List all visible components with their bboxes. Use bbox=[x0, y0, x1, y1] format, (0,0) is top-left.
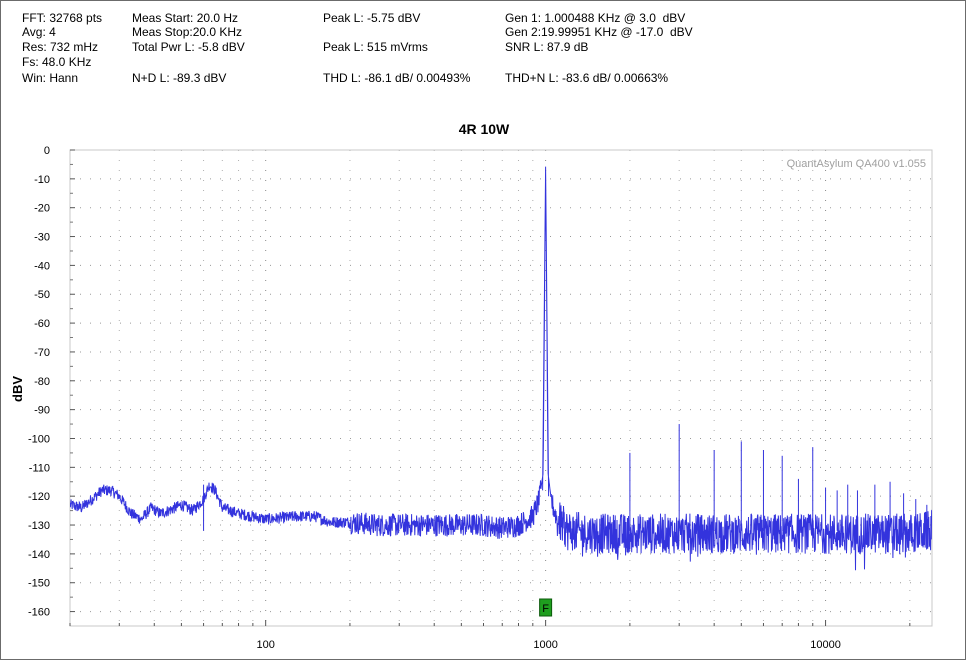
chart-title: 4R 10W bbox=[459, 121, 510, 137]
fft-size-text: FFT: 32768 pts bbox=[22, 11, 103, 25]
y-tick-label: -100 bbox=[28, 433, 50, 445]
averages-text: Avg: 4 bbox=[22, 25, 56, 39]
y-tick-label: -30 bbox=[34, 232, 50, 244]
y-tick-label: -130 bbox=[28, 520, 50, 532]
resolution-text: Res: 732 mHz bbox=[22, 40, 99, 54]
x-tick-label: 1000 bbox=[533, 639, 557, 651]
y-axis: 0 -10 -20 -30 -40 -50 -60 -70 -80 -90 -100 -110 -120… bbox=[28, 145, 75, 619]
y-tick-label: -110 bbox=[29, 462, 50, 474]
x-axis: 100 1000 10000 bbox=[69, 620, 911, 651]
noise-distortion-text: N+D L: -89.3 dBV bbox=[132, 71, 227, 85]
meas-start-text: Meas Start: 20.0 Hz bbox=[132, 11, 239, 25]
y-tick-label: -60 bbox=[34, 318, 50, 330]
harmonic-peaks bbox=[203, 424, 928, 531]
grid bbox=[69, 149, 932, 626]
frequency-marker[interactable]: F bbox=[539, 598, 553, 617]
measurement-info-panel: FFT: 32768 pts Avg: 4 Res: 732 mHz Fs: 4… bbox=[0, 0, 966, 100]
y-tick-label: -10 bbox=[34, 174, 50, 186]
y-tick-label: -140 bbox=[28, 549, 50, 561]
plot-area bbox=[69, 149, 933, 627]
y-tick-label: -120 bbox=[28, 491, 50, 503]
y-tick-label: -50 bbox=[34, 289, 50, 301]
thd-plus-noise-text: THD+N L: -83.6 dB/ 0.00663% bbox=[505, 71, 669, 85]
y-axis-title: dBV bbox=[10, 376, 25, 402]
marker-box[interactable] bbox=[539, 598, 553, 617]
sample-rate-text: Fs: 48.0 KHz bbox=[22, 55, 92, 69]
meas-stop-text: Meas Stop:20.0 KHz bbox=[132, 25, 243, 39]
generator1-text: Gen 1: 1.000488 KHz @ 3.0 dBV bbox=[505, 11, 686, 25]
watermark-text: QuantAsylum QA400 v1.055 bbox=[787, 158, 926, 170]
window-type-text: Win: Hann bbox=[22, 71, 79, 85]
spectrum-trace bbox=[70, 166, 932, 571]
y-tick-label: -70 bbox=[34, 347, 50, 359]
y-tick-label: -90 bbox=[34, 405, 50, 417]
y-tick-label: -80 bbox=[34, 376, 50, 388]
thd-text: THD L: -86.1 dB/ 0.00493% bbox=[323, 71, 471, 85]
peak-dbv-text: Peak L: -5.75 dBV bbox=[323, 11, 421, 25]
x-tick-label: 10000 bbox=[810, 639, 841, 651]
marker-label: F bbox=[542, 603, 549, 615]
generator2-text: Gen 2:19.99951 KHz @ -17.0 dBV bbox=[505, 25, 693, 39]
y-tick-label: -160 bbox=[28, 607, 50, 619]
peak-rms-text: Peak L: 515 mVrms bbox=[323, 40, 428, 54]
y-tick-label: -20 bbox=[34, 203, 50, 215]
total-power-text: Total Pwr L: -5.8 dBV bbox=[132, 40, 245, 54]
x-tick-label: 100 bbox=[256, 639, 274, 651]
y-tick-label: -150 bbox=[28, 578, 50, 590]
y-tick-label: 0 bbox=[44, 145, 50, 157]
y-tick-label: -40 bbox=[34, 260, 50, 272]
snr-text: SNR L: 87.9 dB bbox=[505, 40, 589, 54]
